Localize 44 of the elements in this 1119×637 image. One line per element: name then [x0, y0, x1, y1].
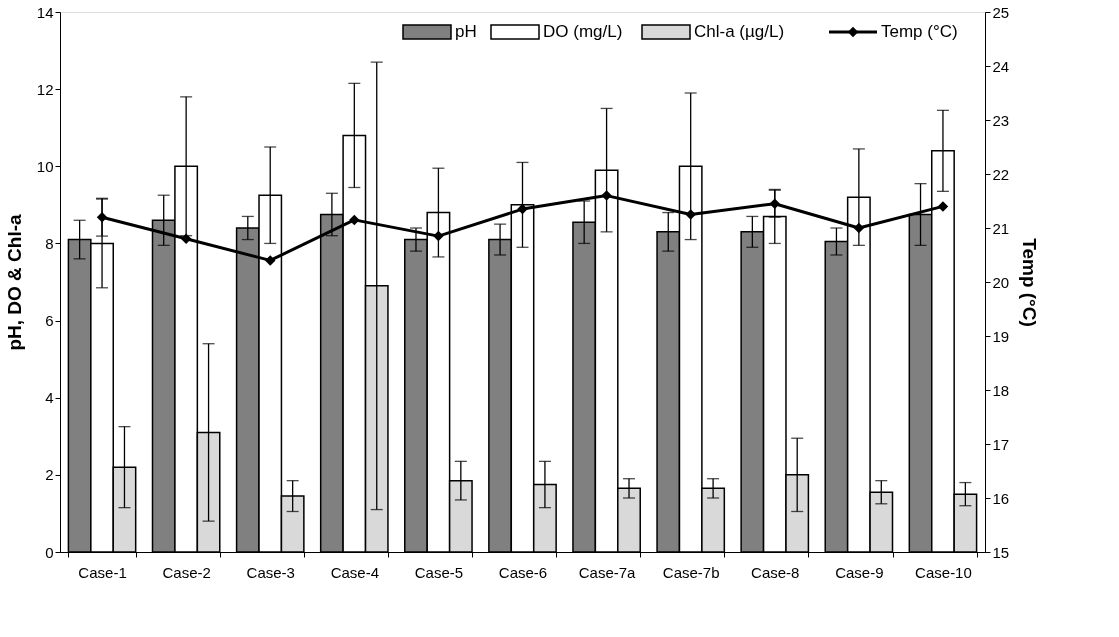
y2-tick-label: 22 [992, 165, 1010, 183]
y2-axis-title: Temp (°C) [1019, 238, 1041, 327]
legend-label: pH [455, 22, 477, 41]
x-tick-label: Case-6 [498, 563, 548, 581]
legend-label: Chl-a (µg/L) [694, 22, 785, 41]
point [433, 230, 444, 242]
x-tick-label: Case-10 [915, 563, 972, 581]
x-tick-label: Case-7b [662, 563, 720, 581]
x-tick-label: Case-2 [162, 563, 211, 581]
legend-label: Temp (°C) [881, 22, 958, 41]
y-tick-label: 12 [36, 80, 54, 98]
x-tick-label: Case-3 [246, 563, 295, 581]
y-tick-label: 0 [45, 543, 54, 561]
y-tick-label: 8 [45, 234, 54, 252]
y-axis-title: pH, DO & Chl-a [3, 213, 25, 351]
y-tick-label: 10 [36, 157, 54, 175]
y-tick-label: 6 [45, 312, 54, 330]
x-tick-label: Case-4 [330, 563, 379, 581]
y-tick-label: 4 [45, 389, 54, 407]
point [685, 209, 696, 220]
y2-tick-label: 16 [992, 489, 1010, 507]
y-tick-label: 14 [36, 3, 54, 21]
x-tick-label: Case-8 [751, 563, 800, 581]
x-tick-label: Case-1 [78, 563, 127, 581]
x-tick-label: Case-7a [578, 563, 637, 581]
y2-tick-label: 19 [992, 327, 1010, 345]
y2-tick-label: 17 [992, 435, 1010, 453]
point [937, 201, 949, 212]
y2-tick-label: 21 [992, 219, 1010, 237]
point [853, 222, 865, 234]
y-tick-label: 2 [45, 466, 54, 484]
y2-tick-label: 24 [992, 57, 1010, 75]
point [349, 214, 360, 226]
x-tick-label: Case-9 [835, 563, 884, 581]
legend-label: DO (mg/L) [543, 22, 623, 41]
y2-tick-label: 15 [992, 543, 1010, 561]
x-tick-label: Case-5 [414, 563, 464, 581]
y2-tick-label: 25 [992, 3, 1010, 21]
y2-tick-label: 23 [992, 111, 1010, 129]
y2-tick-label: 20 [992, 273, 1010, 291]
y2-tick-label: 18 [992, 381, 1010, 399]
point [601, 190, 612, 201]
point [264, 255, 276, 266]
point [180, 233, 192, 245]
